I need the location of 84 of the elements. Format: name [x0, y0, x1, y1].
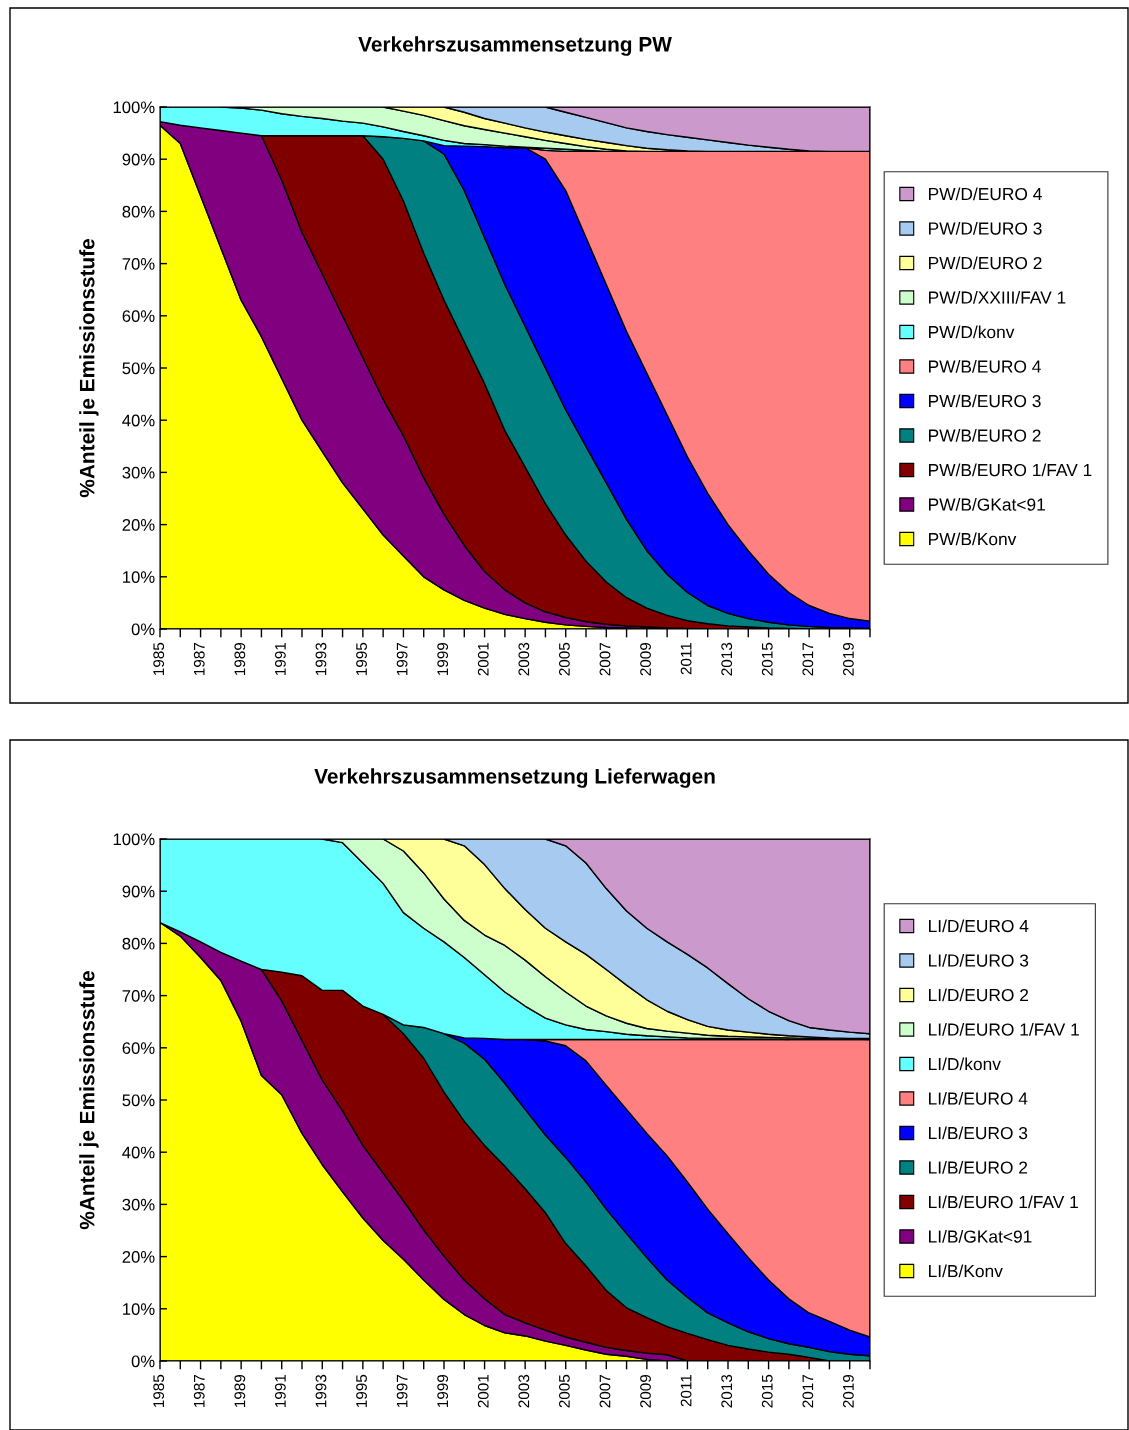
- x-tick-label: 1999: [437, 642, 449, 676]
- x-tick-label: 1993: [315, 642, 327, 676]
- y-tick-label: 30%: [122, 1198, 155, 1211]
- legend-label: LI/D/EURO 4: [929, 919, 1029, 933]
- y-tick-label: 40%: [122, 1146, 155, 1159]
- x-tick-label: 2003: [518, 1374, 530, 1408]
- y-tick-label: 90%: [122, 885, 155, 898]
- x-tick-label: 2007: [599, 642, 611, 676]
- x-tick-label: 2005: [559, 1374, 570, 1408]
- x-tick-label: 1989: [234, 1374, 246, 1408]
- y-tick-label: 0%: [131, 1355, 155, 1368]
- legend-label: PW/B/Konv: [929, 532, 1017, 546]
- y-axis-title: %Anteil je Emissionsstufe: [79, 971, 99, 1230]
- x-tick-label: 1991: [275, 642, 286, 676]
- x-tick-label: 1999: [437, 1374, 449, 1408]
- x-tick-label: 1993: [315, 1374, 327, 1408]
- x-tick-label: 2015: [761, 1374, 773, 1408]
- legend-label: LI/B/EURO 4: [929, 1091, 1028, 1105]
- legend-label: LI/D/EURO 3: [929, 953, 1029, 967]
- legend-label: PW/B/EURO 3: [929, 394, 1041, 408]
- y-tick-label: 80%: [122, 937, 155, 950]
- x-tick-label: 1997: [396, 1374, 408, 1408]
- x-tick-label: 2019: [843, 642, 854, 676]
- y-tick-label: 80%: [122, 205, 155, 218]
- legend-label: LI/D/EURO 1/FAV 1: [929, 1022, 1079, 1036]
- x-tick-label: 2009: [640, 1374, 651, 1408]
- y-tick-label: 10%: [123, 1303, 155, 1315]
- legend-label: PW/B/EURO 2: [929, 428, 1041, 442]
- legend-label: PW/B/EURO 1/FAV 1: [929, 463, 1092, 477]
- x-tick-label: 1985: [153, 642, 165, 676]
- x-tick-label: 2017: [802, 1374, 814, 1408]
- legend-label: LI/B/Konv: [929, 1264, 1003, 1278]
- x-tick-label: 2009: [640, 642, 651, 676]
- x-tick-label: 1987: [193, 642, 205, 676]
- legend-label: LI/D/EURO 2: [929, 988, 1029, 1002]
- x-tick-label: 2011: [680, 642, 692, 675]
- legend-label: PW/D/EURO 4: [929, 187, 1042, 201]
- y-tick-label: 50%: [122, 1094, 155, 1107]
- y-tick-label: 100%: [113, 101, 155, 114]
- x-tick-label: 1995: [356, 642, 367, 676]
- y-tick-label: 100%: [113, 833, 155, 846]
- x-tick-label: 1991: [275, 1374, 286, 1408]
- x-tick-label: 2013: [721, 642, 733, 676]
- x-tick-label: 1985: [153, 1374, 165, 1408]
- legend-label: LI/B/GKat<91: [929, 1229, 1032, 1243]
- x-tick-label: 2017: [802, 642, 814, 676]
- x-tick-label: 2013: [721, 1374, 733, 1408]
- x-tick-label: 1995: [356, 1374, 367, 1408]
- x-tick-label: 2001: [477, 1374, 489, 1408]
- legend-label: LI/B/EURO 1/FAV 1: [929, 1195, 1078, 1209]
- chart-title: Verkehrszusammensetzung Lieferwagen: [314, 768, 715, 788]
- legend-label: PW/B/EURO 4: [929, 359, 1041, 373]
- x-tick-label: 1989: [234, 642, 246, 676]
- legend-label: LI/B/EURO 3: [929, 1126, 1028, 1140]
- legend-label: PW/B/GKat<91: [929, 497, 1045, 511]
- y-axis-title: %Anteil je Emissionsstufe: [79, 239, 99, 498]
- legend-label: LI/B/EURO 2: [929, 1160, 1028, 1174]
- y-tick-label: 40%: [122, 414, 155, 427]
- x-tick-label: 2007: [599, 1374, 611, 1408]
- x-tick-label: 2005: [559, 642, 570, 676]
- x-tick-label: 1997: [396, 642, 408, 676]
- x-tick-label: 2015: [761, 642, 773, 676]
- legend-label: PW/D/EURO 3: [929, 221, 1042, 235]
- x-tick-label: 2003: [518, 642, 530, 676]
- x-tick-label: 1987: [193, 1374, 205, 1408]
- legend-label: LI/D/konv: [929, 1057, 1001, 1071]
- y-tick-label: 90%: [122, 153, 155, 166]
- legend-label: PW/D/XXIII/FAV 1: [929, 290, 1066, 304]
- y-tick-label: 70%: [122, 990, 155, 1002]
- x-tick-label: 2011: [680, 1374, 692, 1407]
- y-tick-label: 10%: [123, 571, 155, 583]
- y-tick-label: 60%: [122, 1042, 155, 1054]
- y-tick-label: 0%: [131, 623, 155, 636]
- y-tick-label: 30%: [122, 466, 155, 479]
- y-tick-label: 50%: [122, 362, 155, 375]
- x-tick-label: 2001: [477, 642, 489, 676]
- legend-label: PW/D/konv: [929, 325, 1015, 339]
- chart-title: Verkehrszusammensetzung PW: [358, 36, 672, 56]
- x-tick-label: 2019: [843, 1374, 854, 1408]
- y-tick-label: 70%: [122, 258, 155, 270]
- y-tick-label: 60%: [122, 310, 155, 322]
- y-tick-label: 20%: [122, 519, 155, 531]
- y-tick-label: 20%: [122, 1251, 155, 1263]
- legend-label: PW/D/EURO 2: [929, 256, 1042, 270]
